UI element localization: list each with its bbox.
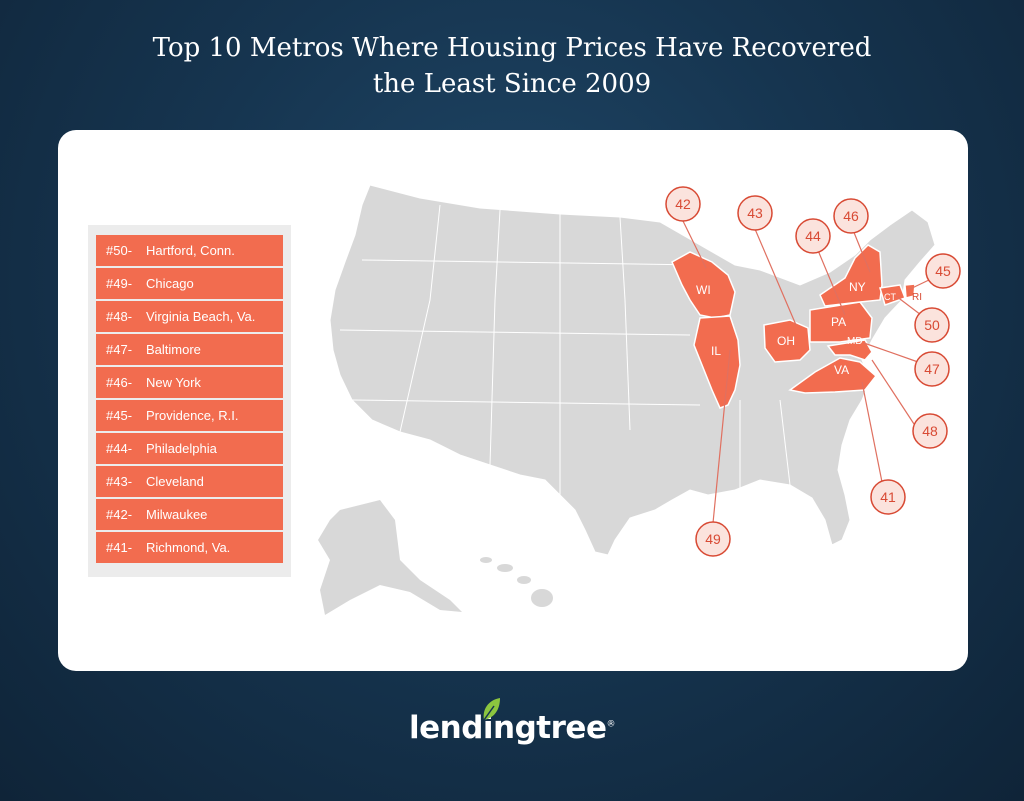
legend-item: #41- Richmond, Va. — [96, 532, 283, 563]
legend-metro: Baltimore — [146, 342, 201, 357]
legend-rank: #50- — [106, 243, 133, 258]
label-ri: RI — [912, 292, 922, 303]
lendingtree-logo: lendingtree® — [0, 698, 1024, 746]
state-il — [693, 315, 741, 409]
logo-trademark: ® — [606, 719, 615, 730]
badge-50: 50 — [914, 307, 950, 343]
legend-metro: Milwaukee — [146, 507, 208, 522]
legend-rank: #42- — [106, 507, 133, 522]
legend-rank: #45- — [106, 408, 133, 423]
badge-41: 41 — [870, 479, 906, 515]
state-ct — [879, 284, 906, 306]
badge-47: 47 — [914, 351, 950, 387]
label-ct: CT — [884, 292, 896, 302]
alaska — [318, 500, 462, 615]
badge-45: 45 — [925, 253, 961, 289]
chart-title: Top 10 Metros Where Housing Prices Have … — [0, 30, 1024, 102]
badge-48: 48 — [912, 413, 948, 449]
badge-46: 46 — [833, 198, 869, 234]
leaf-icon — [483, 698, 501, 721]
legend-rank: #44- — [106, 441, 133, 456]
label-oh: OH — [777, 334, 795, 348]
badge-43-text: 43 — [747, 205, 763, 221]
rank-legend: #50- Hartford, Conn. #49- Chicago #48- V… — [88, 225, 291, 577]
label-md: MD — [847, 336, 863, 347]
state-wi — [671, 251, 736, 319]
legend-item: #47- Baltimore — [96, 334, 283, 365]
legend-metro: Providence, R.I. — [146, 408, 239, 423]
badge-44: 44 — [795, 218, 831, 254]
legend-item: #46- New York — [96, 367, 283, 398]
legend-metro: Hartford, Conn. — [146, 243, 235, 258]
badge-42-text: 42 — [675, 196, 691, 212]
legend-metro: Philadelphia — [146, 441, 217, 456]
state-md — [826, 339, 873, 361]
label-il: IL — [711, 344, 721, 358]
badge-49-text: 49 — [705, 531, 721, 547]
state-borders — [339, 204, 791, 495]
legend-item: #48- Virginia Beach, Va. — [96, 301, 283, 332]
state-va — [788, 357, 878, 394]
title-line-1: Top 10 Metros Where Housing Prices Have … — [152, 33, 872, 63]
hawaii — [480, 557, 553, 607]
legend-rank: #48- — [106, 309, 133, 324]
rank-badges: 42 43 44 46 45 50 47 48 41 49 — [665, 186, 961, 557]
legend-metro: Cleveland — [146, 474, 204, 489]
legend-item: #49- Chicago — [96, 268, 283, 299]
legend-item: #44- Philadelphia — [96, 433, 283, 464]
legend-rank: #47- — [106, 342, 133, 357]
legend-metro: Chicago — [146, 276, 194, 291]
label-va: VA — [834, 363, 849, 377]
badge-45-text: 45 — [935, 263, 951, 279]
legend-metro: Richmond, Va. — [146, 540, 231, 555]
logo-text: lendingtree — [409, 710, 607, 746]
legend-item: #50- Hartford, Conn. — [96, 235, 283, 266]
legend-metro: Virginia Beach, Va. — [146, 309, 256, 324]
badge-48-text: 48 — [922, 423, 938, 439]
label-pa: PA — [831, 315, 846, 329]
legend-item: #42- Milwaukee — [96, 499, 283, 530]
title-line-2: the Least Since 2009 — [372, 69, 652, 99]
legend-rank: #41- — [106, 540, 133, 555]
badge-50-text: 50 — [924, 317, 940, 333]
us-mainland — [329, 184, 936, 556]
state-oh — [763, 319, 811, 363]
label-wi: WI — [696, 283, 711, 297]
badge-47-text: 47 — [924, 361, 940, 377]
badge-44-text: 44 — [805, 228, 821, 244]
leader-lines — [682, 220, 932, 524]
legend-rank: #49- — [106, 276, 133, 291]
legend-item: #45- Providence, R.I. — [96, 400, 283, 431]
legend-metro: New York — [146, 375, 201, 390]
legend-item: #43- Cleveland — [96, 466, 283, 497]
badge-49: 49 — [695, 521, 731, 557]
badge-41-text: 41 — [880, 489, 896, 505]
badge-42: 42 — [665, 186, 701, 222]
label-ny: NY — [849, 280, 866, 294]
legend-rank: #43- — [106, 474, 133, 489]
legend-rank: #46- — [106, 375, 133, 390]
badge-43: 43 — [737, 195, 773, 231]
badge-46-text: 46 — [843, 208, 859, 224]
